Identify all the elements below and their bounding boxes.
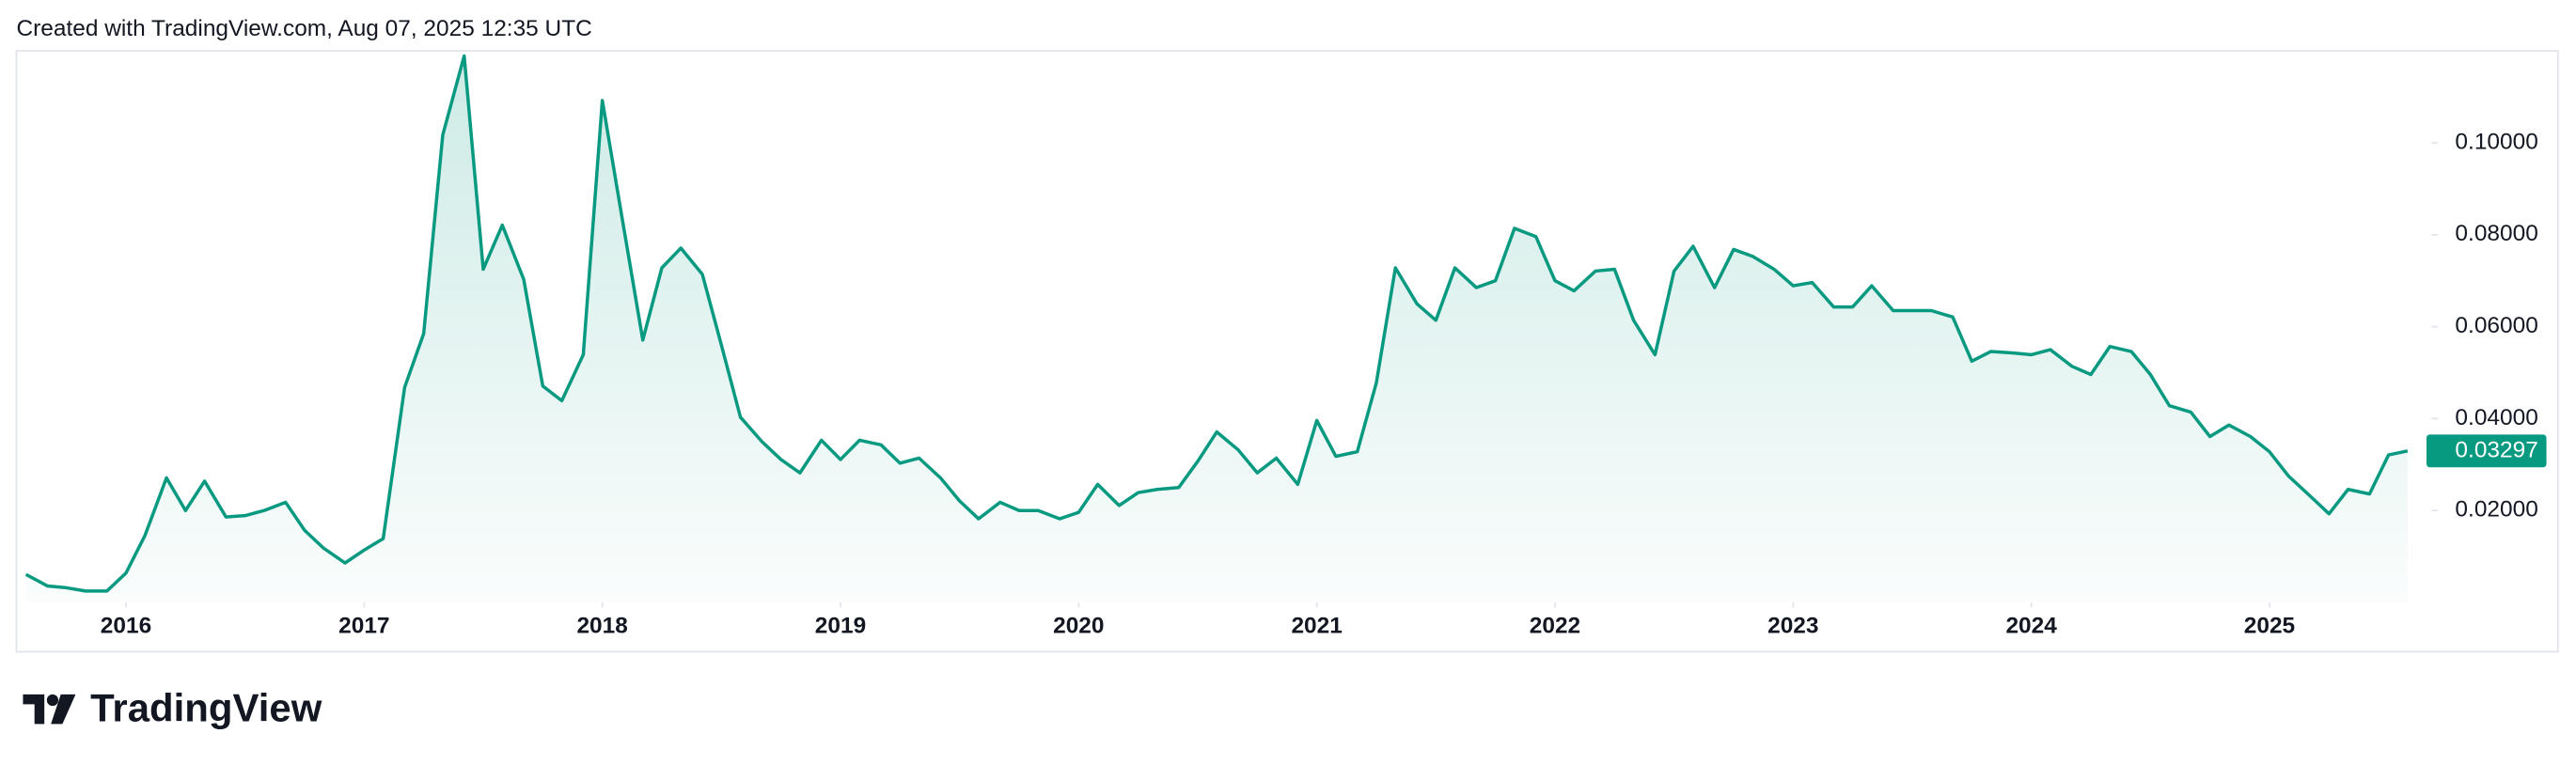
last-price-box [2426, 434, 2547, 468]
chart-frame [15, 50, 2559, 653]
area [25, 55, 2408, 603]
y-tick-label: 0.08000 [2455, 221, 2537, 246]
x-tick-label: 2024 [2005, 614, 2057, 639]
logo-text: TradingView [90, 685, 322, 729]
x-tick-label: 2018 [576, 614, 627, 639]
x-tick-label: 2017 [338, 614, 389, 639]
x-tick-label: 2025 [2244, 614, 2295, 639]
x-tick-label: 2016 [101, 614, 151, 639]
y-tick-label: 0.04000 [2455, 405, 2537, 430]
line [24, 54, 2409, 593]
last-price-label: 0.03297 [2455, 437, 2537, 462]
x-tick-label: 2023 [1767, 614, 1818, 639]
y-tick-label: 0.06000 [2455, 313, 2537, 338]
x-tick-label: 2020 [1053, 614, 1104, 639]
y-tick-label: 0.02000 [2455, 497, 2537, 523]
x-tick-label: 2019 [815, 614, 866, 639]
x-tick-label: 2022 [1530, 614, 1580, 639]
x-tick-label: 2021 [1291, 614, 1342, 639]
logo-icon [23, 694, 76, 725]
y-tick-label: 0.10000 [2455, 129, 2537, 154]
caption: Created with TradingView.com, Aug 07, 20… [16, 16, 591, 41]
